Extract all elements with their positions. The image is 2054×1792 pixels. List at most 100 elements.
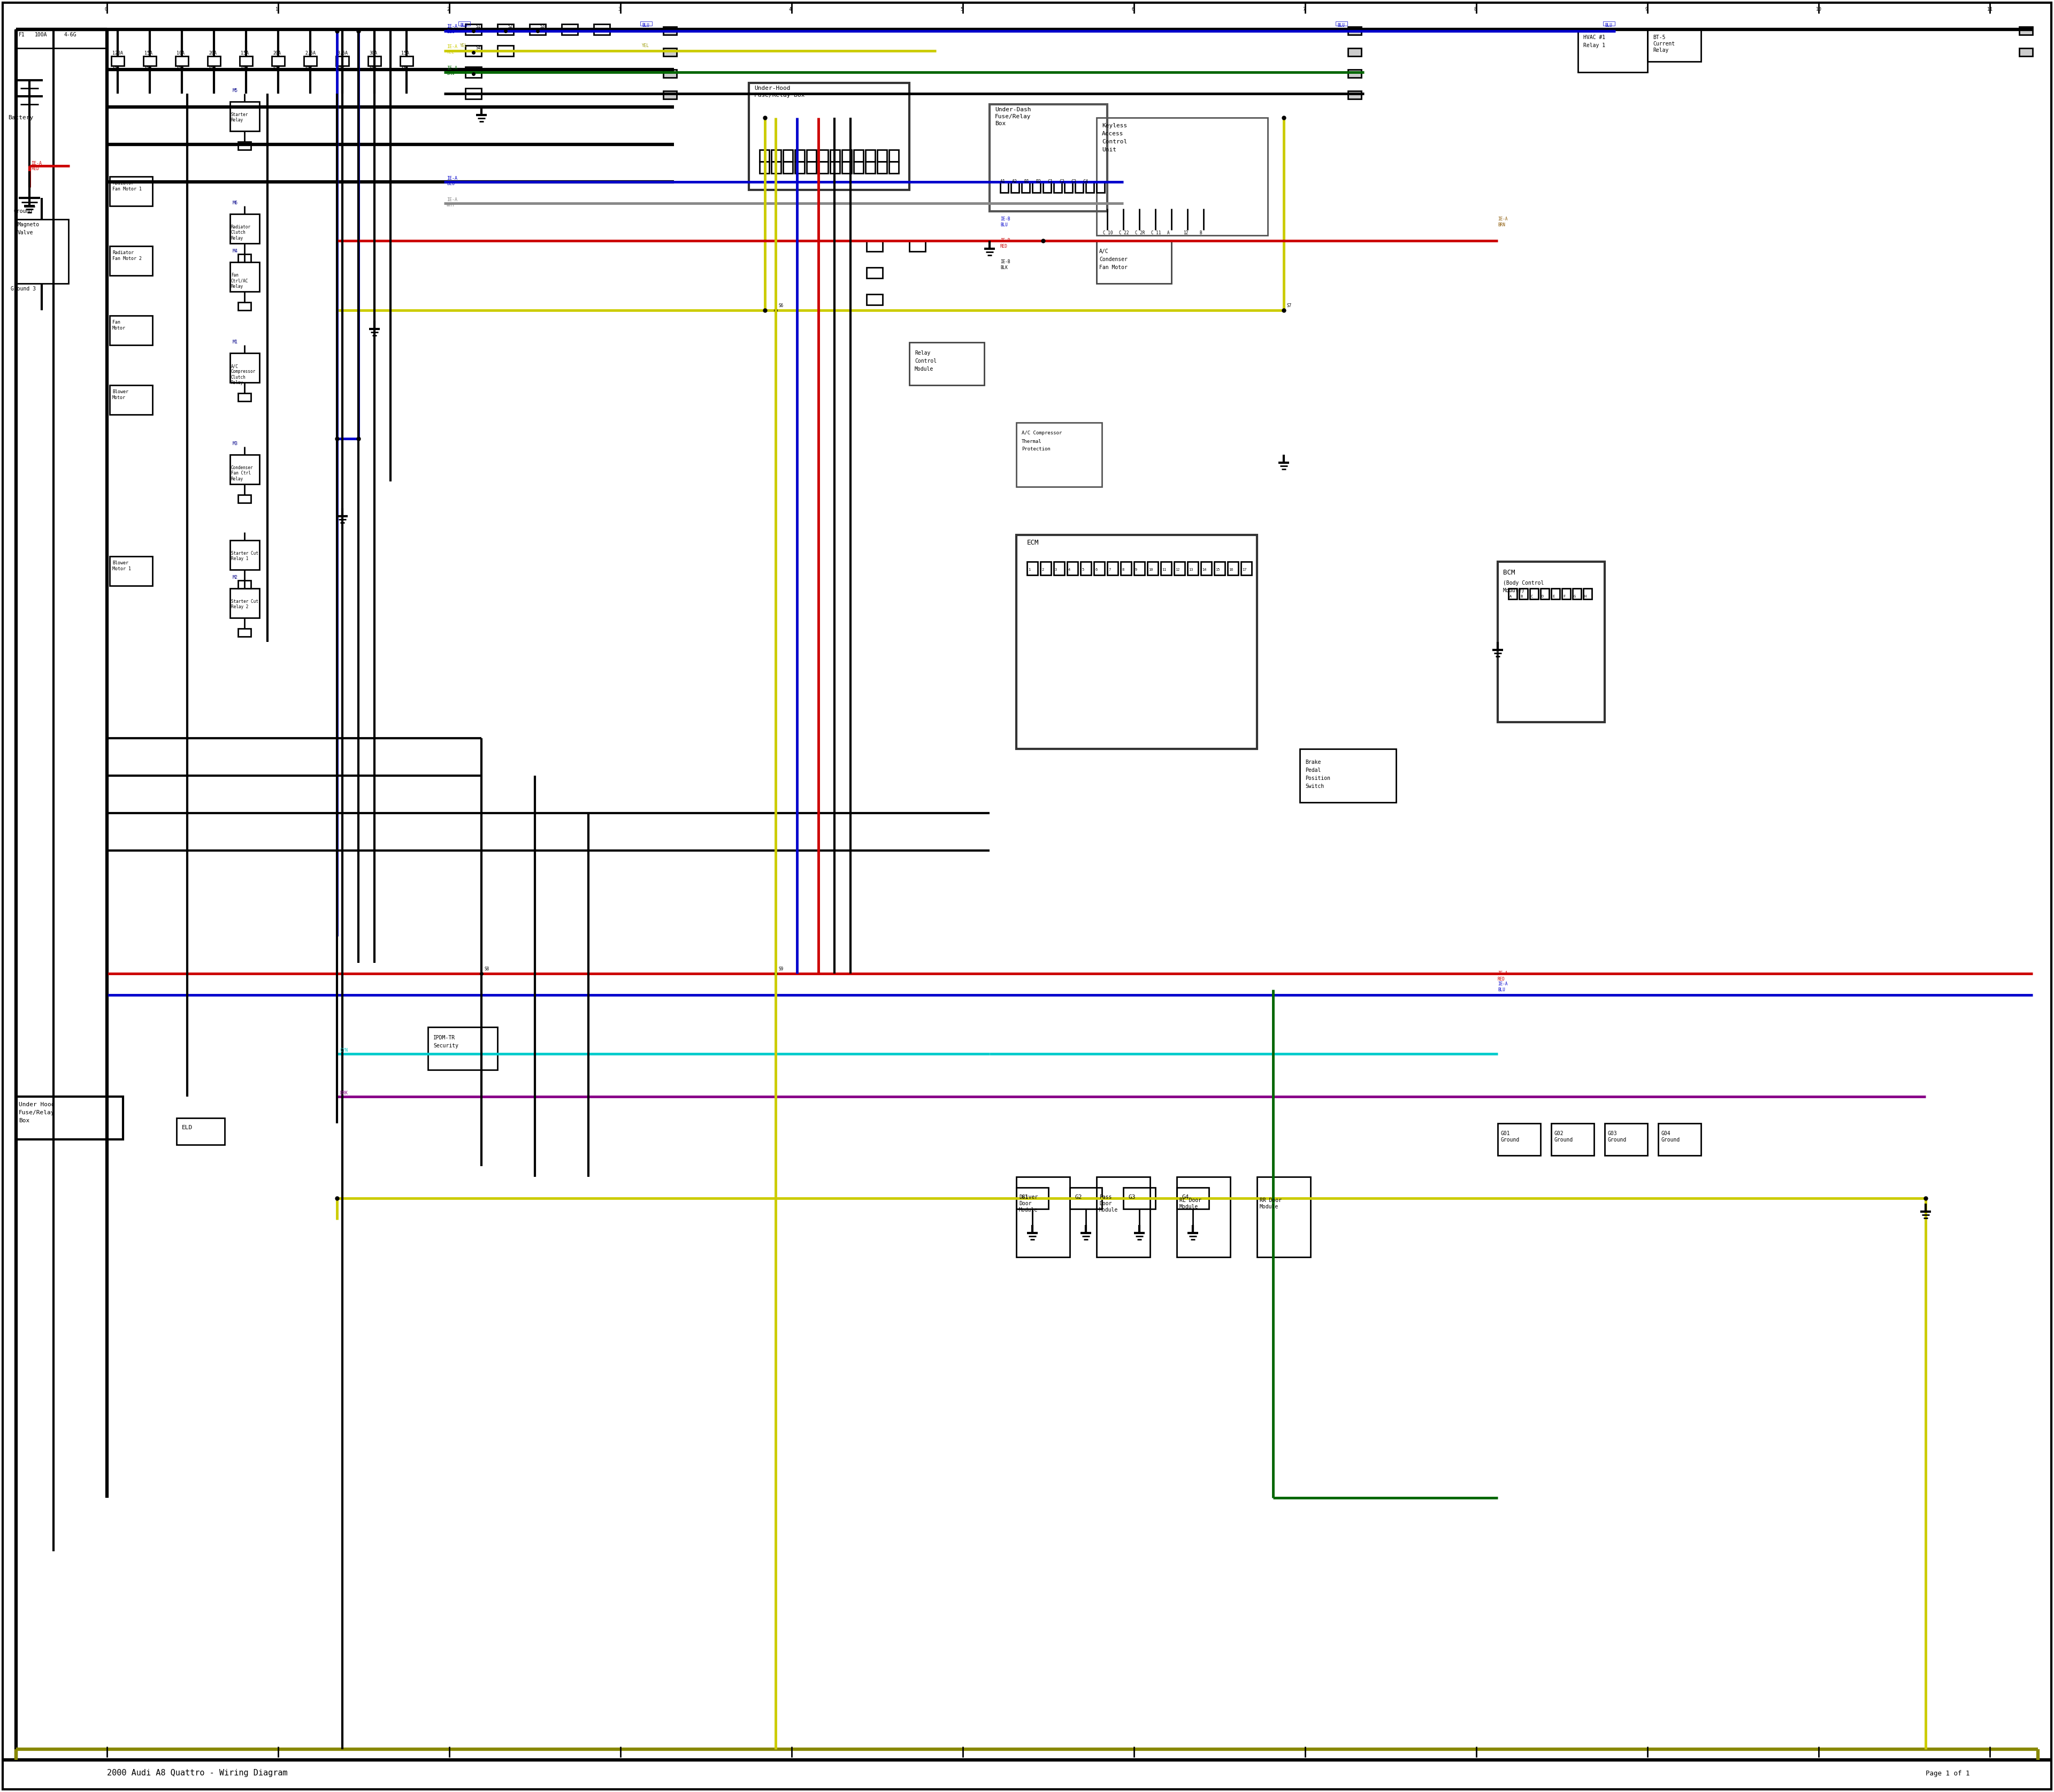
Text: 1: 1 (275, 7, 277, 13)
Text: 120A: 120A (113, 52, 123, 56)
Text: C1: C1 (1048, 179, 1052, 185)
Text: 5: 5 (1082, 568, 1085, 572)
Text: RED: RED (31, 167, 39, 170)
Bar (1584, 588, 1592, 599)
Bar (466, 88, 481, 99)
Text: C 2R: C 2R (1136, 231, 1144, 235)
Bar (1148, 561, 1158, 575)
Bar (750, 82, 910, 190)
Bar (1043, 181, 1052, 192)
Bar (2, 1760, 2052, 1790)
Text: DRK: DRK (339, 1091, 347, 1095)
Text: IPDM-TR: IPDM-TR (433, 1036, 456, 1041)
Bar (910, 240, 926, 251)
Text: 9: 9 (1645, 7, 1647, 13)
Bar (337, 56, 349, 66)
Text: 15A: 15A (144, 52, 152, 56)
Bar (1551, 588, 1559, 599)
Bar (772, 161, 781, 174)
Bar (1095, 561, 1105, 575)
Text: 6: 6 (1132, 7, 1134, 13)
Text: IE-A
RED: IE-A RED (1497, 971, 1508, 982)
Text: 10A: 10A (177, 52, 185, 56)
Bar (783, 161, 793, 174)
Text: S8: S8 (485, 968, 489, 971)
Text: Fuse/Relay Box: Fuse/Relay Box (754, 93, 805, 99)
Bar (1097, 118, 1267, 235)
Bar (238, 254, 251, 262)
Text: Position: Position (1304, 776, 1331, 781)
Bar (990, 104, 1107, 211)
Text: 15: 15 (1216, 568, 1220, 572)
Text: 7: 7 (1302, 7, 1304, 13)
Text: 3.5A: 3.5A (337, 52, 347, 56)
Bar (1508, 588, 1518, 599)
Bar (14, 219, 68, 283)
Text: Relay: Relay (1653, 48, 1668, 54)
Text: IE-A: IE-A (446, 45, 458, 50)
Text: Under Hood: Under Hood (18, 1102, 55, 1107)
Text: B2: B2 (1035, 179, 1041, 185)
Bar (772, 151, 781, 161)
Text: Page 1 of 1: Page 1 of 1 (1927, 1770, 1970, 1776)
Text: A: A (1510, 595, 1512, 599)
Bar (466, 66, 481, 77)
Text: BLU: BLU (1604, 23, 1612, 29)
Text: Starter Cut
Relay 1: Starter Cut Relay 1 (230, 550, 259, 561)
Bar (1000, 181, 1009, 192)
Bar (889, 161, 900, 174)
Text: D: D (1543, 595, 1545, 599)
Text: BT-5: BT-5 (1653, 34, 1666, 39)
Bar (1202, 561, 1212, 575)
Text: Thermal: Thermal (1021, 439, 1041, 444)
Text: 3: 3 (618, 7, 620, 13)
Text: BLU: BLU (641, 23, 649, 29)
Text: 0: 0 (105, 7, 107, 13)
Bar (1187, 561, 1197, 575)
Text: HVAC #1: HVAC #1 (1584, 34, 1606, 39)
Text: A/C Compressor: A/C Compressor (1021, 430, 1062, 435)
Text: Box: Box (18, 1118, 29, 1124)
Bar (109, 385, 152, 414)
Bar (877, 151, 887, 161)
Text: A2: A2 (1013, 179, 1017, 185)
Text: 4: 4 (789, 7, 791, 13)
Text: A25: A25 (304, 66, 312, 72)
Text: 16: 16 (1228, 568, 1232, 572)
Bar (1604, 1124, 1647, 1156)
Text: 4: 4 (1068, 568, 1070, 572)
Bar (795, 161, 805, 174)
Text: A22: A22 (144, 66, 152, 72)
Text: 2000 Audi A8 Quattro - Wiring Diagram: 2000 Audi A8 Quattro - Wiring Diagram (107, 1769, 288, 1778)
Text: M3: M3 (232, 441, 238, 446)
Bar (1347, 91, 1362, 99)
Text: G02
Ground: G02 Ground (1555, 1131, 1573, 1143)
Text: IE-B
RED: IE-B RED (1000, 238, 1011, 249)
Text: Control: Control (914, 358, 937, 364)
Bar (1602, 22, 1614, 25)
Bar (865, 151, 875, 161)
Text: F: F (1563, 595, 1565, 599)
Bar (175, 56, 189, 66)
Bar (230, 455, 259, 484)
Text: WHT: WHT (446, 202, 454, 208)
Bar (230, 213, 259, 244)
Bar (867, 240, 883, 251)
Bar (109, 177, 152, 206)
Bar (1041, 561, 1052, 575)
Text: Switch: Switch (1304, 783, 1325, 788)
Bar (230, 102, 259, 131)
Text: Starter Cut
Relay 2: Starter Cut Relay 2 (230, 599, 259, 609)
Text: Security: Security (433, 1043, 458, 1048)
Text: ELD: ELD (183, 1125, 193, 1131)
Text: Pedal: Pedal (1304, 767, 1321, 772)
Text: Ground: Ground (14, 208, 33, 213)
Text: Under-Hood: Under-Hood (754, 86, 791, 91)
Bar (1335, 22, 1347, 25)
Text: F1: F1 (18, 32, 25, 38)
Bar (830, 161, 840, 174)
Text: 12: 12 (1183, 231, 1187, 235)
Text: Access: Access (1101, 131, 1124, 136)
Text: Relay 1: Relay 1 (1584, 43, 1606, 48)
Bar (760, 161, 768, 174)
